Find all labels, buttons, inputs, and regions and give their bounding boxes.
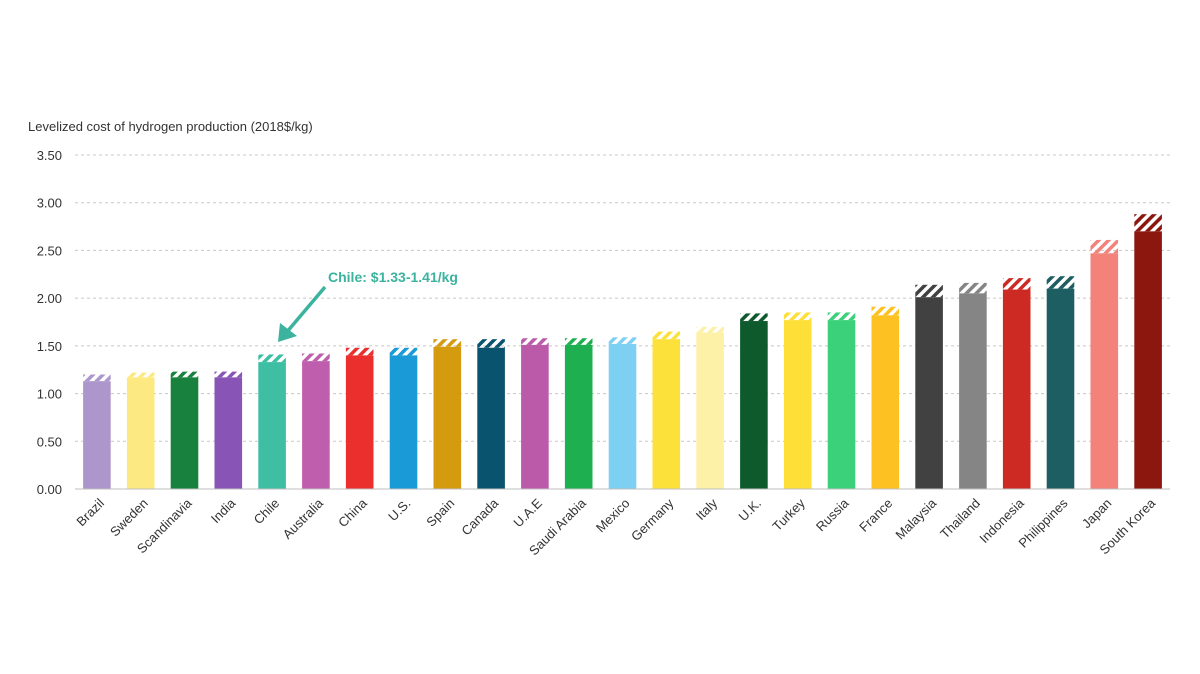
y-tick-label: 0.50 <box>37 434 62 449</box>
bar-sweden <box>126 377 155 489</box>
bar-range-u-s <box>389 347 418 356</box>
bars <box>83 214 1162 490</box>
bar-turkey <box>783 320 812 489</box>
bar-range-japan <box>1090 239 1119 254</box>
x-tick-label: U.K. <box>736 496 764 524</box>
bar-brazil <box>83 381 111 489</box>
bar-range-turkey <box>783 312 812 321</box>
bar-range-scandinavia <box>170 371 199 378</box>
x-tick-label: Malaysia <box>892 495 939 542</box>
bar-range-canada <box>477 339 505 348</box>
bar-indonesia <box>1002 289 1031 489</box>
y-tick-label: 3.50 <box>37 148 62 163</box>
y-axis-ticks: 0.00 0.50 1.00 1.50 2.00 2.50 3.00 3.50 <box>37 148 62 497</box>
annotation-arrow <box>284 285 327 335</box>
bar-range-brazil <box>83 374 111 382</box>
bar-scandinavia <box>170 377 199 489</box>
bar-russia <box>827 320 856 489</box>
y-tick-label: 1.00 <box>37 387 62 402</box>
y-tick-label: 2.00 <box>37 291 62 306</box>
chile-annotation: Chile: $1.33-1.41/kg <box>278 269 458 342</box>
bar-saudi-arabia <box>564 344 593 489</box>
bar-u-s <box>389 355 418 489</box>
y-tick-label: 1.50 <box>37 339 62 354</box>
y-tick-label: 2.50 <box>37 243 62 258</box>
bar-range-germany <box>652 331 681 340</box>
x-tick-label: Spain <box>423 496 457 530</box>
x-tick-label: U.S. <box>385 496 413 524</box>
bar-range-france <box>871 306 900 316</box>
bar-germany <box>652 339 681 489</box>
y-tick-label: 3.00 <box>37 196 62 211</box>
bar-thailand <box>959 293 987 489</box>
x-tick-label: Turkey <box>769 495 808 534</box>
x-tick-label: Germany <box>628 495 677 544</box>
y-tick-label: 0.00 <box>37 482 62 497</box>
x-tick-label: Chile <box>251 496 283 528</box>
bar-range-russia <box>827 312 856 321</box>
bar-range-spain <box>433 339 462 347</box>
x-tick-label: Italy <box>693 495 721 523</box>
x-tick-label: Russia <box>813 495 852 534</box>
x-tick-label: France <box>856 496 895 535</box>
bar-u-a-e <box>521 344 549 489</box>
annotation-arrowhead <box>278 323 297 342</box>
bar-range-thailand <box>959 282 987 294</box>
bar-range-malaysia <box>915 284 943 298</box>
bar-range-philippines <box>1046 276 1075 289</box>
bar-range-sweden <box>126 372 155 378</box>
bar-range-chile <box>258 354 286 363</box>
x-tick-label: Canada <box>458 495 501 538</box>
bar-canada <box>477 347 505 489</box>
bar-range-india <box>214 371 243 378</box>
bar-malaysia <box>915 297 943 489</box>
x-tick-label: U.A.E <box>510 495 545 530</box>
bar-india <box>214 377 243 489</box>
bar-range-u-k <box>740 313 768 322</box>
bar-range-italy <box>696 326 724 333</box>
bar-range-china <box>345 347 374 356</box>
x-tick-label: Japan <box>1079 496 1115 532</box>
bar-range-u-a-e <box>521 338 549 345</box>
bar-france <box>871 315 900 489</box>
annotation-text: Chile: $1.33-1.41/kg <box>328 269 458 285</box>
x-tick-label: India <box>208 495 239 526</box>
bar-south-korea <box>1134 231 1162 490</box>
bar-range-south-korea <box>1134 214 1162 232</box>
bar-italy <box>696 332 724 489</box>
bar-japan <box>1090 253 1119 489</box>
x-tick-label: Australia <box>280 495 327 542</box>
x-tick-label: China <box>335 495 370 530</box>
x-tick-label: Brazil <box>73 495 107 529</box>
bar-mexico <box>608 343 637 489</box>
bar-china <box>345 355 374 489</box>
x-tick-label: Mexico <box>593 496 633 536</box>
bar-chile <box>258 362 286 489</box>
bar-u-k <box>740 321 768 489</box>
bar-range-australia <box>302 353 330 362</box>
y-axis-title: Levelized cost of hydrogen production (2… <box>28 119 313 134</box>
bar-philippines <box>1046 288 1075 489</box>
bar-range-indonesia <box>1002 278 1031 290</box>
bar-range-saudi-arabia <box>564 338 593 345</box>
bar-australia <box>302 361 330 489</box>
bar-range-mexico <box>608 337 637 344</box>
bar-spain <box>433 346 462 489</box>
x-tick-label: Sweden <box>107 496 151 540</box>
